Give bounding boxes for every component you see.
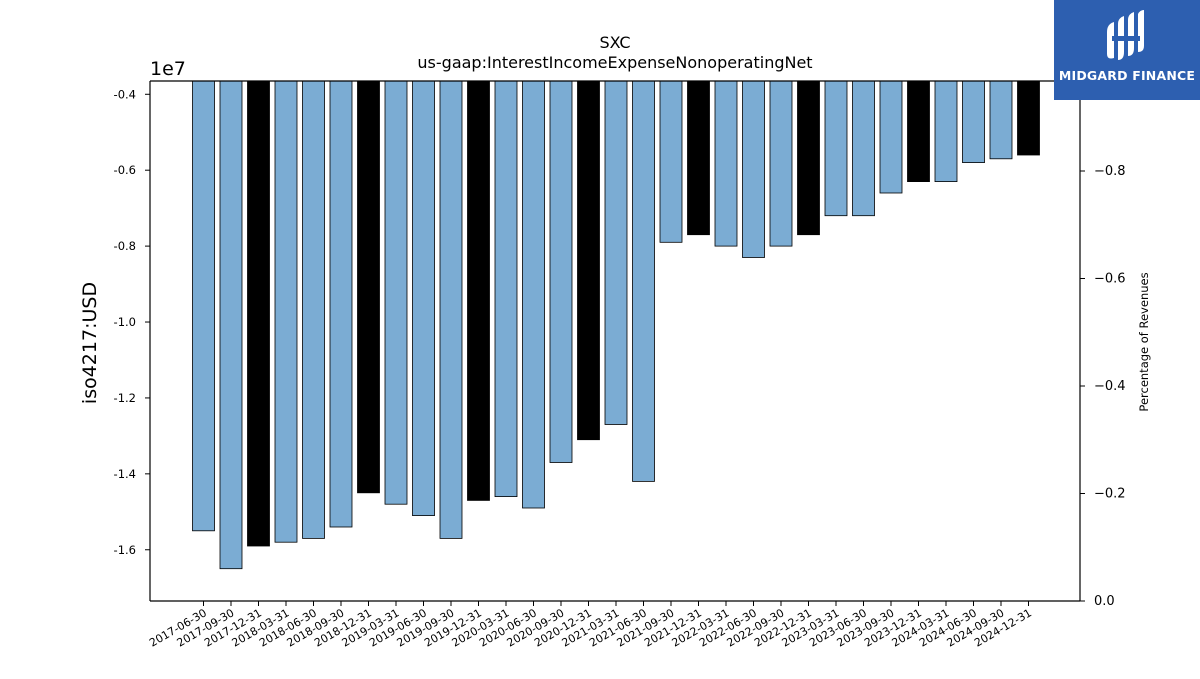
bar-2023-09-30 [879, 80, 903, 194]
bar-2024-09-30 [989, 80, 1013, 160]
brand-logo: MIDGARD FINANCE [1054, 0, 1200, 100]
y-axis-label: iso4217:USD [79, 282, 101, 404]
bar-2022-12-31 [797, 80, 820, 236]
bar-2018-09-30 [329, 80, 353, 528]
bar-2017-06-30 [192, 80, 215, 532]
bar-2024-12-31 [1017, 80, 1040, 156]
y-offset-label: 1e7 [150, 58, 186, 80]
bar-2019-06-30 [412, 80, 435, 517]
bar-2021-12-31 [687, 80, 710, 236]
bar-2020-03-31 [494, 80, 518, 498]
y-tick-label: -0.6 [114, 163, 136, 177]
chart-subtitle: us-gaap:InterestIncomeExpenseNonoperatin… [417, 53, 812, 72]
y-tick-label: -1.6 [114, 543, 136, 557]
y-tick-label: -0.8 [114, 239, 136, 253]
bar-2024-06-30 [962, 80, 985, 163]
bar-2022-06-30 [742, 80, 765, 258]
bar-2023-06-30 [852, 80, 875, 217]
bar-2019-09-30 [439, 80, 463, 539]
y2-tick-label: −0.6 [1094, 272, 1126, 287]
y2-tick-label: −0.2 [1094, 487, 1126, 502]
bar-2018-06-30 [302, 80, 325, 539]
chart-title: SXC [599, 33, 630, 52]
bar-2023-03-31 [824, 80, 848, 217]
bar-2018-03-31 [274, 80, 298, 543]
y-tick-label: -1.4 [114, 467, 136, 481]
bar-2022-03-31 [714, 80, 738, 247]
brand-name: MIDGARD FINANCE [1058, 68, 1196, 83]
bar-2021-03-31 [604, 80, 628, 425]
bar-2021-06-30 [632, 80, 655, 482]
bar-2020-06-30 [522, 80, 545, 509]
bar-2022-09-30 [769, 80, 793, 247]
bar-2020-09-30 [549, 80, 573, 463]
y2-axis-label: Percentage of Revenues [1137, 272, 1151, 411]
bar-2017-12-31 [247, 80, 270, 547]
y-tick-label: -1.2 [114, 391, 136, 405]
bar-2018-12-31 [357, 80, 380, 494]
bar-2024-03-31 [934, 80, 958, 182]
y2-tick-label: 0.0 [1094, 594, 1115, 609]
bar-2021-09-30 [659, 80, 683, 243]
bar-2019-12-31 [467, 80, 490, 501]
bar-2020-12-31 [577, 80, 600, 441]
bar-2023-12-31 [907, 80, 930, 182]
y2-tick-label: −0.8 [1094, 164, 1126, 179]
bar-2019-03-31 [384, 80, 408, 505]
bar-2017-09-30 [219, 80, 243, 570]
y-tick-label: -1.0 [114, 315, 136, 329]
y2-tick-label: −0.4 [1094, 379, 1126, 394]
y-tick-label: -0.4 [114, 87, 136, 101]
brand-mark-icon [1107, 10, 1144, 60]
